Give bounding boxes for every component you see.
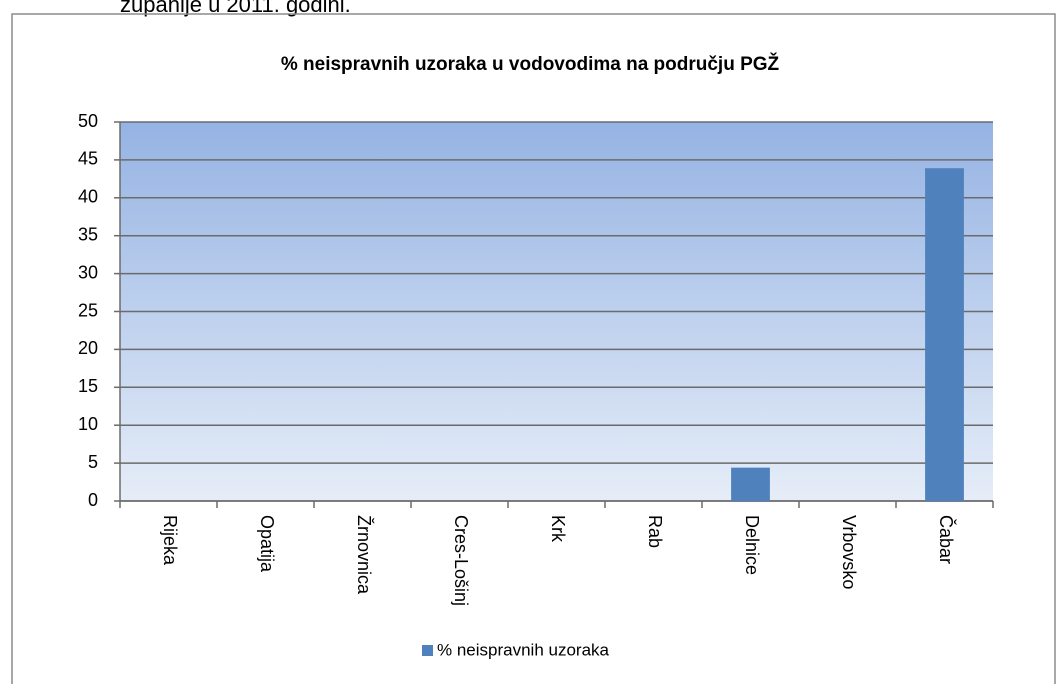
y-tick-label: 30	[78, 262, 98, 282]
x-tick-label: Rab	[645, 515, 665, 548]
x-tick-label: Čabar	[936, 515, 957, 564]
y-tick-label: 35	[78, 224, 98, 244]
legend-label: % neispravnih uzoraka	[437, 640, 610, 659]
x-tick-label: Delnice	[742, 515, 762, 575]
chart-title: % neispravnih uzoraka u vodovodima na po…	[281, 53, 780, 75]
bar	[731, 467, 770, 501]
x-tick-label: Opatija	[257, 515, 277, 573]
caption: županije u 2011. godini.	[120, 0, 351, 17]
y-tick-label: 20	[78, 338, 98, 358]
bar	[925, 168, 964, 501]
x-tick-label: Cres-Lošinj	[451, 515, 471, 606]
y-tick-label: 15	[78, 376, 98, 396]
x-tick-label: Krk	[548, 515, 568, 543]
y-tick-label: 40	[78, 187, 98, 207]
x-tick-label: Rijeka	[160, 515, 180, 566]
y-tick-label: 45	[78, 149, 98, 169]
x-tick-label: Žrnovnica	[354, 515, 374, 595]
legend-swatch	[422, 645, 433, 656]
y-tick-label: 25	[78, 300, 98, 320]
chart-border	[11, 13, 1056, 689]
y-tick-label: 50	[78, 111, 98, 131]
y-tick-label: 0	[88, 490, 98, 510]
y-tick-label: 5	[88, 452, 98, 472]
y-tick-label: 10	[78, 414, 98, 434]
x-tick-label: Vrbovsko	[839, 515, 859, 589]
